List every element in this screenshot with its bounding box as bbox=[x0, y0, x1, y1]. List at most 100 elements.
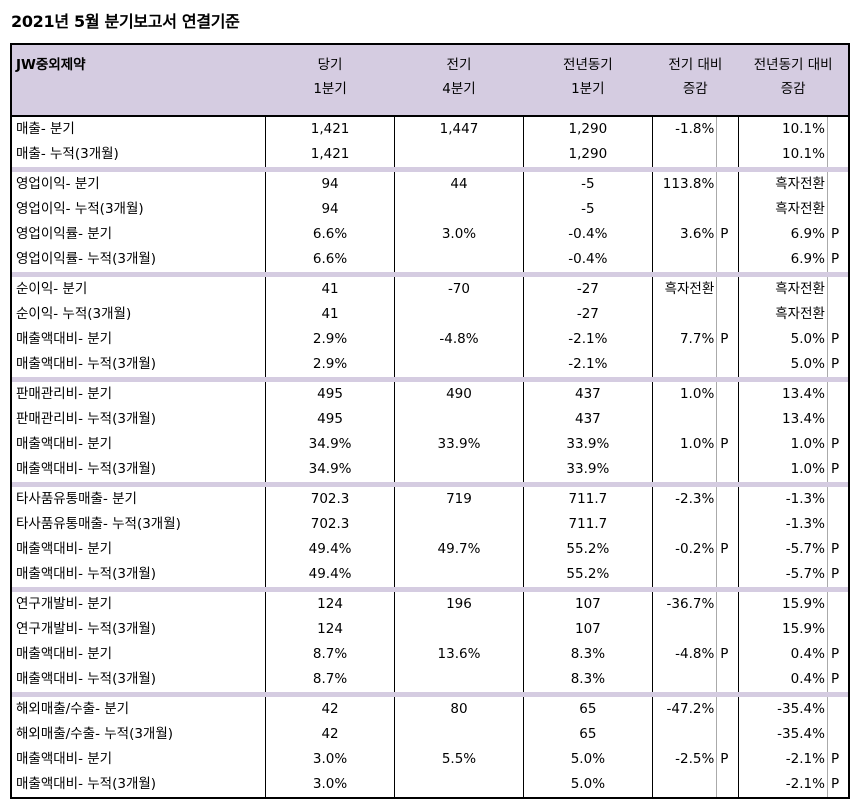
row-label: 매출액대비- 누적(3개월) bbox=[10, 457, 267, 482]
previous-quarter-value: 3.0% bbox=[394, 222, 524, 247]
qoq-change-value: 1.0% bbox=[679, 436, 715, 452]
qoq-unit bbox=[716, 197, 739, 222]
row-label: 순이익- 분기 bbox=[10, 277, 267, 302]
current-quarter-value: 42 bbox=[265, 697, 396, 722]
row-label: 매출액대비- 누적(3개월) bbox=[10, 352, 267, 377]
separator-cell bbox=[10, 587, 266, 592]
current-quarter-value: 3.0% bbox=[265, 747, 396, 772]
table-row: 순이익- 누적(3개월) 41 -27 흑자전환 bbox=[10, 302, 850, 327]
separator-cell bbox=[652, 587, 717, 592]
year-ago-value: -0.4% bbox=[523, 222, 653, 247]
yoy-unit: P bbox=[826, 747, 850, 772]
qoq-change-value: -36.7% bbox=[666, 596, 715, 612]
yoy-change-value: 15.9% bbox=[782, 621, 825, 637]
qoq-change-value: -2.5% bbox=[675, 751, 715, 767]
previous-quarter-value: 44 bbox=[394, 172, 524, 197]
yoy-change-value: 흑자전환 bbox=[775, 306, 825, 322]
qoq-unit bbox=[716, 457, 739, 482]
qoq-change-value bbox=[652, 142, 716, 167]
yoy-unit bbox=[826, 697, 850, 722]
year-ago-value: 107 bbox=[523, 592, 653, 617]
row-label: 매출- 누적(3개월) bbox=[10, 142, 267, 167]
current-quarter-value: 702.3 bbox=[265, 487, 396, 512]
qoq-change-value: -0.2% bbox=[675, 541, 715, 557]
qoq-unit bbox=[716, 382, 739, 407]
yoy-change-value: -5.7% bbox=[785, 541, 825, 557]
row-label: 매출액대비- 분기 bbox=[10, 642, 267, 667]
year-ago-value: 1,290 bbox=[523, 142, 653, 167]
yoy-unit: P bbox=[826, 642, 850, 667]
row-label: 해외매출/수출- 누적(3개월) bbox=[10, 722, 267, 747]
row-label: 영업이익률- 누적(3개월) bbox=[10, 247, 267, 272]
previous-quarter-value: -4.8% bbox=[394, 327, 524, 352]
separator-cell bbox=[394, 587, 524, 592]
qoq-change-value: -2.3% bbox=[675, 491, 715, 507]
separator-cell bbox=[523, 692, 653, 697]
yoy-unit bbox=[826, 172, 850, 197]
previous-quarter-value bbox=[394, 407, 524, 432]
separator-cell bbox=[827, 272, 850, 277]
qoq-unit: P bbox=[716, 642, 739, 667]
year-ago-value: 437 bbox=[523, 407, 653, 432]
previous-quarter-value bbox=[394, 142, 524, 167]
row-label: 매출액대비- 분기 bbox=[10, 537, 267, 562]
qoq-unit bbox=[716, 667, 739, 692]
table-row: 매출액대비- 누적(3개월) 49.4% 55.2% -5.7% P bbox=[10, 562, 850, 587]
separator-cell bbox=[738, 167, 828, 172]
yoy-change-value: 5.0% bbox=[790, 356, 825, 372]
qoq-change-value: -47.2% bbox=[666, 701, 715, 717]
qoq-unit bbox=[716, 172, 739, 197]
header-yoy-change: 전년동기 대비 증감 bbox=[738, 43, 850, 117]
separator-cell bbox=[265, 167, 395, 172]
qoq-change-value bbox=[652, 247, 716, 272]
yoy-change-value: 15.9% bbox=[782, 596, 825, 612]
yoy-unit bbox=[826, 512, 850, 537]
yoy-change-value: 13.4% bbox=[782, 386, 825, 402]
separator-cell bbox=[265, 587, 395, 592]
current-quarter-value: 8.7% bbox=[265, 642, 396, 667]
qoq-unit: P bbox=[716, 432, 739, 457]
yoy-unit bbox=[826, 617, 850, 642]
separator-cell bbox=[10, 692, 266, 697]
qoq-unit bbox=[716, 772, 739, 799]
separator-cell bbox=[523, 482, 653, 487]
yoy-unit: P bbox=[826, 457, 850, 482]
separator-cell bbox=[738, 272, 828, 277]
current-quarter-value: 41 bbox=[265, 302, 396, 327]
current-quarter-value: 94 bbox=[265, 172, 396, 197]
separator-cell bbox=[652, 482, 717, 487]
yoy-change-value: 0.4% bbox=[790, 646, 825, 662]
separator-cell bbox=[394, 167, 524, 172]
header-row: JW중외제약 당기 1분기 전기 4분기 전년동기 1분기 전기 대비 증감 전… bbox=[10, 43, 850, 117]
separator-cell bbox=[827, 377, 850, 382]
qoq-unit bbox=[716, 352, 739, 377]
year-ago-value: -27 bbox=[523, 302, 653, 327]
yoy-change-value: 1.0% bbox=[790, 461, 825, 477]
previous-quarter-value bbox=[394, 457, 524, 482]
previous-quarter-value: 80 bbox=[394, 697, 524, 722]
row-label: 타사품유통매출- 누적(3개월) bbox=[10, 512, 267, 537]
previous-quarter-value bbox=[394, 197, 524, 222]
qoq-change-value bbox=[652, 197, 716, 222]
row-label: 매출액대비- 분기 bbox=[10, 432, 267, 457]
separator-cell bbox=[265, 377, 395, 382]
yoy-unit bbox=[826, 407, 850, 432]
separator-cell bbox=[10, 377, 266, 382]
separator-cell bbox=[523, 377, 653, 382]
row-label: 타사품유통매출- 분기 bbox=[10, 487, 267, 512]
separator-cell bbox=[265, 692, 395, 697]
separator-cell bbox=[10, 167, 266, 172]
qoq-unit: P bbox=[716, 537, 739, 562]
yoy-unit: P bbox=[826, 537, 850, 562]
previous-quarter-value bbox=[394, 352, 524, 377]
current-quarter-value: 2.9% bbox=[265, 352, 396, 377]
table-row: 매출액대비- 분기 49.4% 49.7% 55.2% -0.2% P -5.7% P bbox=[10, 537, 850, 562]
yoy-change-value: -1.3% bbox=[785, 491, 825, 507]
yoy-change-value: 6.9% bbox=[790, 251, 825, 267]
group-separator bbox=[10, 692, 850, 697]
row-label: 해외매출/수출- 분기 bbox=[10, 697, 267, 722]
row-label: 순이익- 누적(3개월) bbox=[10, 302, 267, 327]
previous-quarter-value: 5.5% bbox=[394, 747, 524, 772]
yoy-unit bbox=[826, 382, 850, 407]
year-ago-value: 55.2% bbox=[523, 562, 653, 587]
